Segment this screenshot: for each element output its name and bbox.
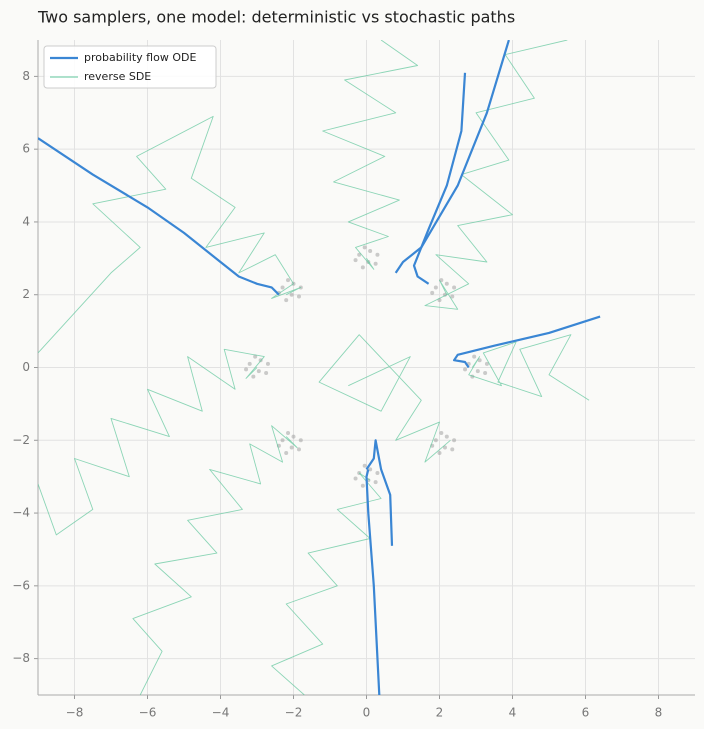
sample-point (439, 431, 444, 435)
path-line (132, 425, 298, 695)
path-line (365, 469, 381, 695)
x-tick-label: −8 (66, 706, 84, 720)
sample-point (373, 480, 378, 485)
sample-point (251, 374, 256, 379)
sample-point (433, 438, 438, 443)
path-line (38, 137, 280, 296)
sample-point (280, 285, 285, 290)
path-line (468, 334, 590, 401)
sample-point (247, 361, 252, 366)
sample-point (296, 447, 301, 452)
path-line (394, 40, 510, 274)
path-line (38, 348, 265, 536)
sample-point (375, 471, 380, 476)
sample-point (444, 281, 449, 286)
sample-point (375, 252, 380, 257)
sample-point (450, 447, 455, 452)
chart-title: Two samplers, one model: deterministic v… (37, 8, 515, 27)
sample-point (296, 294, 301, 299)
sample-point (463, 367, 468, 372)
sample-point (291, 434, 296, 439)
y-tick-label: 4 (22, 214, 30, 228)
y-tick-label: −4 (12, 506, 30, 520)
sample-point (368, 249, 373, 254)
sample-point (298, 438, 303, 443)
sample-point (265, 361, 270, 366)
x-tick-label: 6 (582, 706, 590, 720)
sample-point (289, 445, 294, 450)
sample-point (353, 476, 358, 481)
sample-point (477, 358, 482, 363)
x-tick-label: 2 (436, 706, 444, 720)
sample-point (373, 261, 378, 266)
sample-point (360, 483, 365, 488)
y-tick-label: 2 (22, 287, 30, 301)
legend-label: probability flow ODE (84, 51, 196, 64)
y-tick-label: −2 (12, 433, 30, 447)
path-line (322, 40, 419, 270)
sample-point (484, 361, 489, 366)
sample-point (280, 438, 285, 443)
x-tick-label: 8 (655, 706, 663, 720)
y-tick-label: −6 (12, 578, 30, 592)
plot-area (38, 40, 601, 695)
sample-point (360, 265, 365, 270)
sample-point (433, 285, 438, 290)
sample-point (437, 451, 442, 456)
path-line (38, 115, 302, 354)
sample-point (452, 438, 457, 443)
sample-point (475, 369, 480, 374)
sample-point (430, 290, 435, 295)
legend-box (43, 45, 217, 89)
path-line (424, 40, 568, 310)
x-tick-label: 0 (363, 706, 371, 720)
sample-point (450, 294, 455, 299)
sample-point (289, 292, 294, 297)
sample-point (244, 367, 249, 372)
y-tick-label: −8 (12, 651, 30, 665)
sample-point (483, 370, 488, 375)
sample-point (284, 298, 289, 303)
path-line (318, 334, 451, 463)
sample-point (444, 434, 449, 439)
path-line (412, 72, 467, 285)
path-line (365, 439, 394, 546)
sample-point (353, 258, 358, 263)
sample-point (253, 354, 258, 359)
sample-point (452, 285, 457, 290)
y-tick-label: 0 (22, 360, 30, 374)
sample-point (284, 451, 289, 456)
sample-point (362, 245, 367, 250)
sample-point (472, 354, 477, 359)
sample-point (286, 278, 291, 283)
sample-point (362, 463, 367, 468)
x-tick-label: 4 (509, 706, 517, 720)
sample-point (256, 369, 261, 374)
y-tick-label: 6 (22, 142, 30, 156)
sample-point (264, 370, 269, 375)
y-tick-label: 8 (22, 69, 30, 83)
legend-label: reverse SDE (84, 70, 151, 83)
path-line (453, 315, 601, 369)
sample-point (442, 445, 447, 450)
x-tick-label: −6 (139, 706, 157, 720)
x-tick-label: −2 (285, 706, 303, 720)
x-tick-label: −4 (212, 706, 230, 720)
sample-point (286, 431, 291, 435)
path-line (271, 472, 382, 695)
